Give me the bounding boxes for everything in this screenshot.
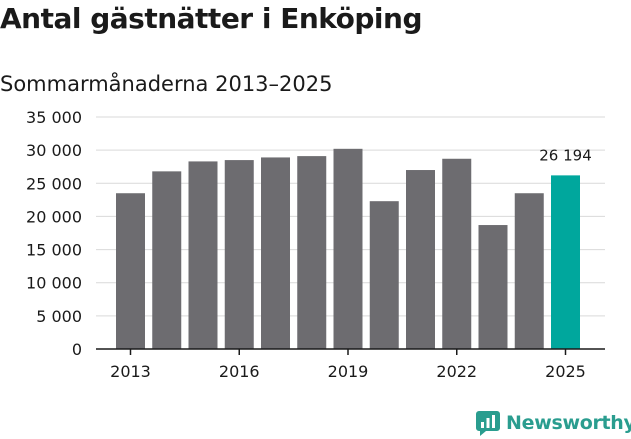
chart-subtitle: Sommarmånaderna 2013–2025 (0, 72, 333, 96)
y-tick-label: 35 000 (26, 108, 82, 127)
bar-2014 (152, 171, 182, 349)
x-tick-label: 2013 (110, 362, 151, 381)
x-tick-label: 2025 (545, 362, 586, 381)
bar-2017 (261, 157, 290, 349)
data-label: 26 194 (539, 146, 592, 164)
y-tick-label: 15 000 (26, 241, 82, 260)
x-tick-label: 2019 (328, 362, 369, 381)
bar-2015 (188, 161, 218, 349)
newsworthy-logo: Newsworthy (476, 408, 631, 438)
bar-2016 (224, 160, 254, 349)
bar-2021 (406, 170, 435, 349)
bar-2024 (514, 193, 544, 349)
newsworthy-logo-icon (476, 411, 500, 436)
bar-2020 (369, 201, 399, 349)
bar-chart: 0 5 000 10 000 15 000 20 000 25 000 30 000 35 0… (26, 108, 605, 381)
y-tick-label: 10 000 (26, 274, 82, 293)
x-tick-label: 2022 (436, 362, 477, 381)
bar-2018 (297, 156, 327, 349)
bar-2013 (116, 193, 145, 349)
bar-2019 (333, 148, 363, 349)
bar-2023 (478, 225, 508, 349)
y-tick-label: 25 000 (26, 174, 82, 193)
y-tick-label: 30 000 (26, 141, 82, 160)
y-tick-label: 5 000 (36, 307, 82, 326)
y-tick-label: 0 (72, 340, 82, 359)
bar-2022 (442, 158, 472, 349)
brand-name: Newsworthy (506, 412, 631, 434)
chart-title: Antal gästnätter i Enköping (0, 2, 423, 35)
bar-2025 (551, 175, 580, 349)
x-tick-label: 2016 (219, 362, 260, 381)
y-tick-label: 20 000 (26, 207, 82, 226)
